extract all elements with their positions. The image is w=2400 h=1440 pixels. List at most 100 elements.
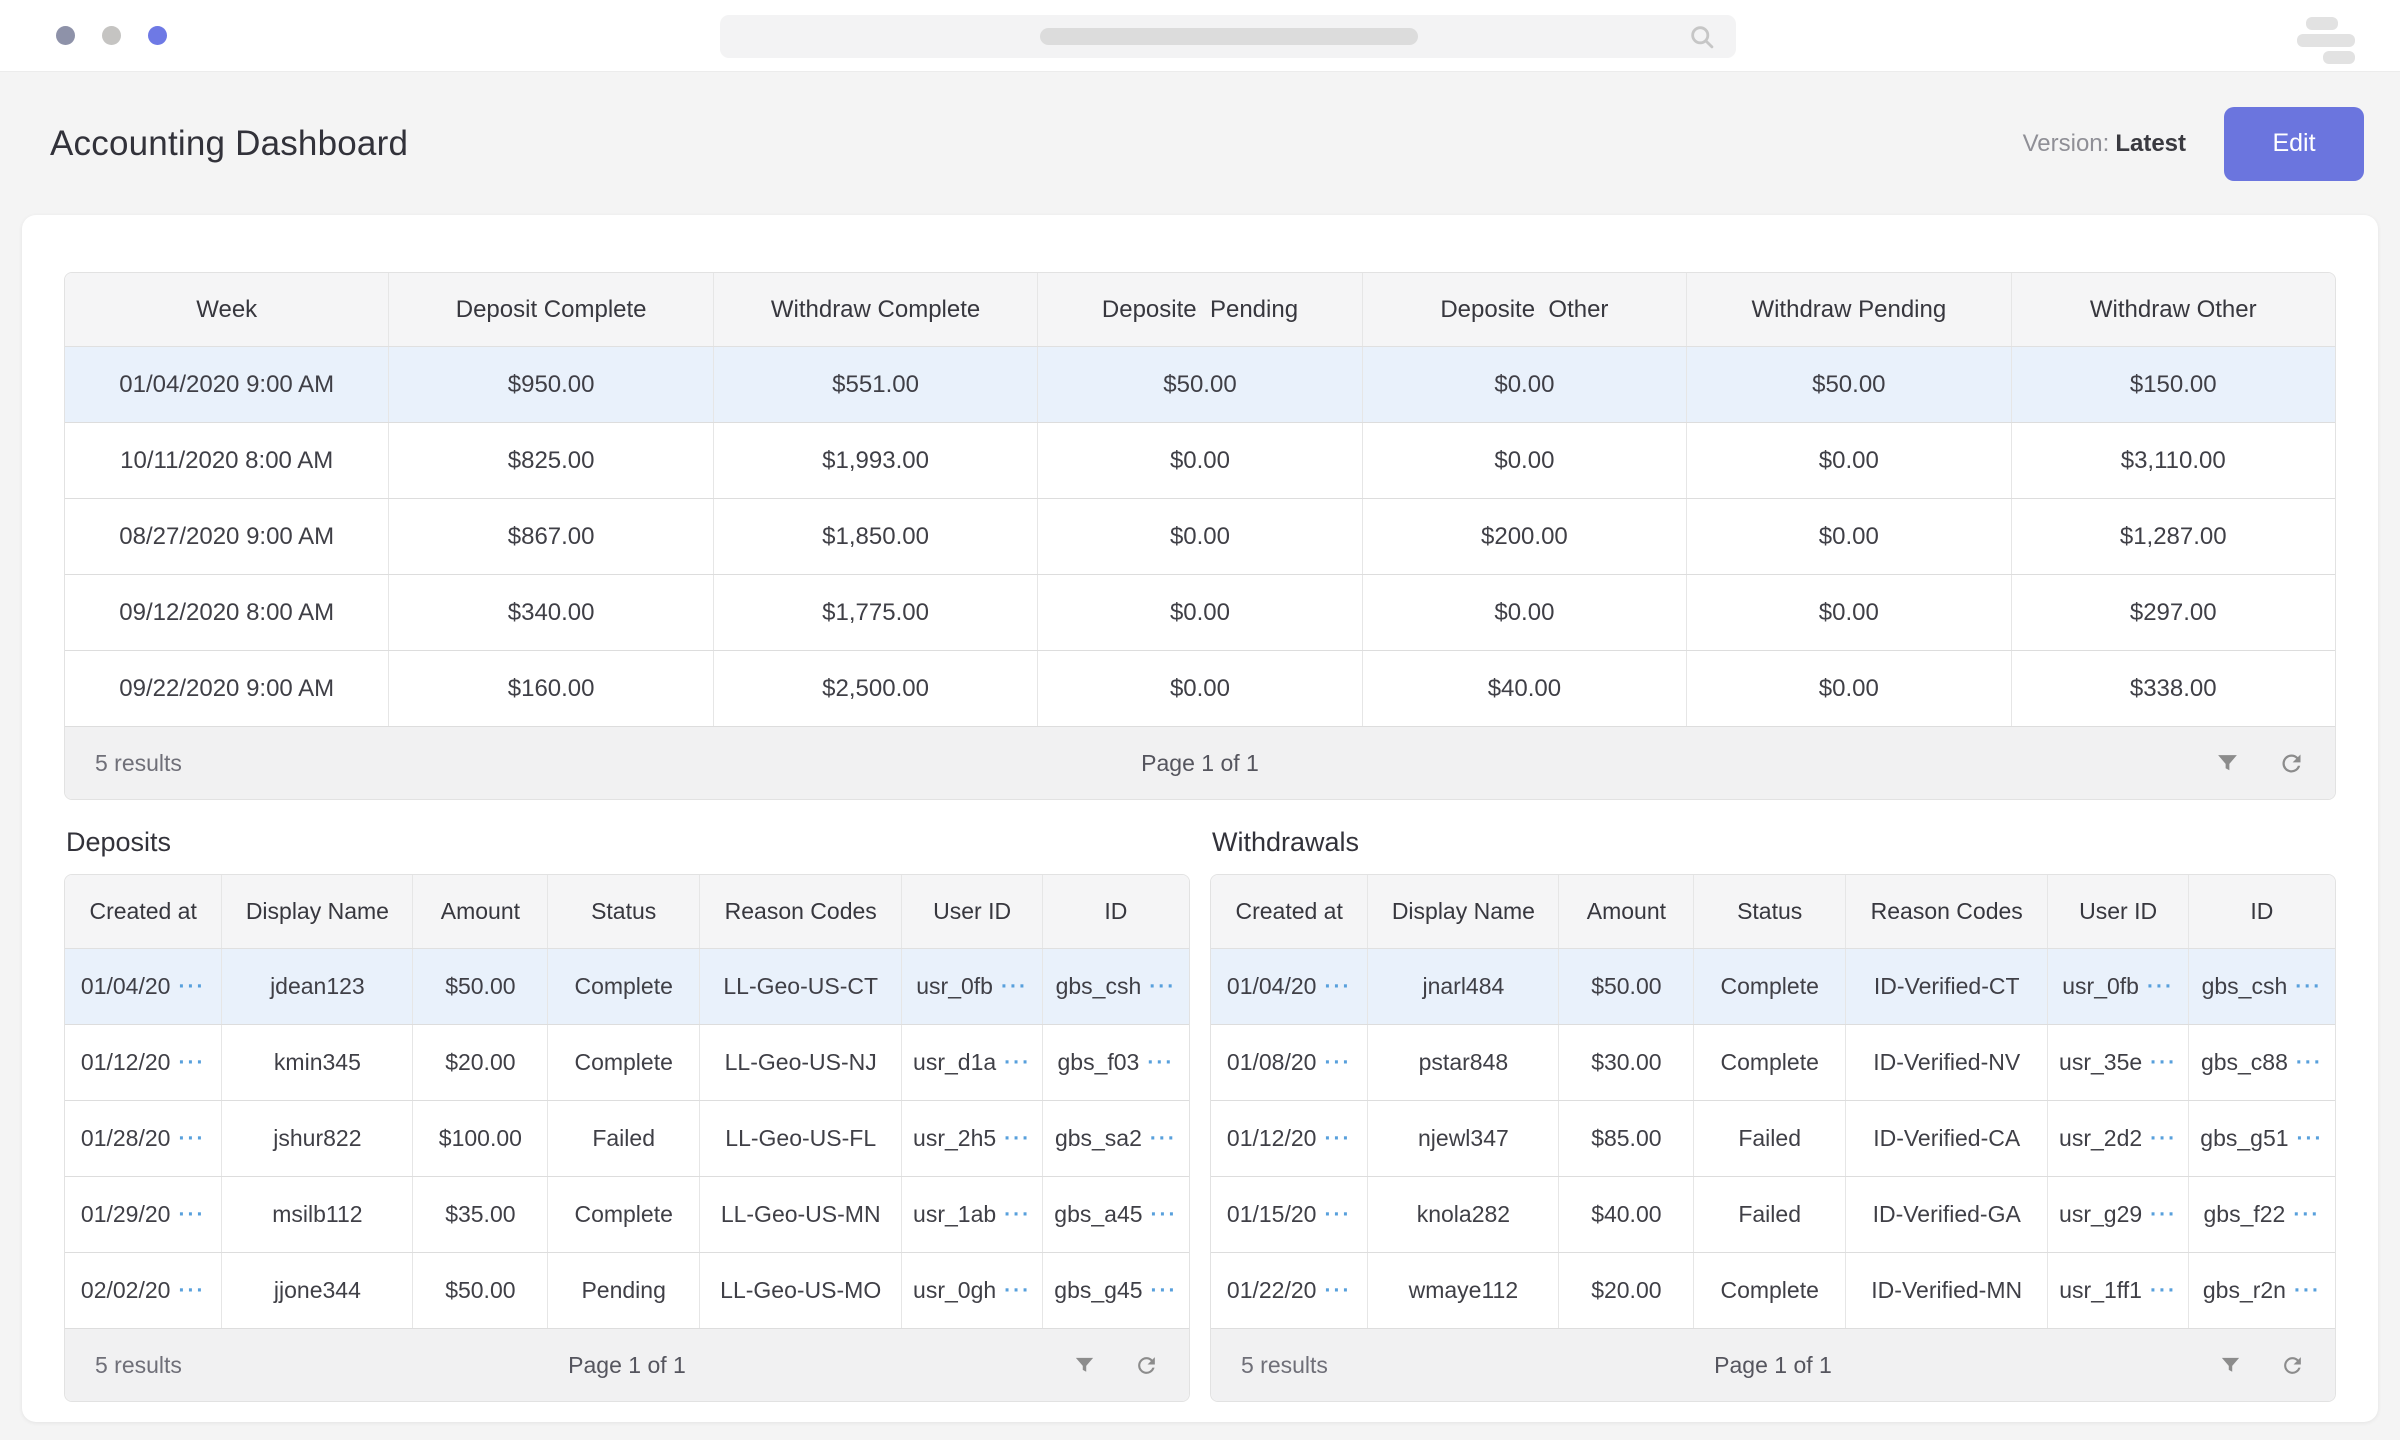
cell-text: gbs_f03 [1057, 1049, 1140, 1075]
table-cell: $867.00 [389, 499, 714, 574]
column-header: Status [1694, 875, 1847, 948]
table-cell: gbs_sa2 ··· [1043, 1101, 1189, 1176]
table-cell: $0.00 [1687, 499, 2012, 574]
results-count: 5 results [95, 1351, 182, 1378]
withdrawals-section-title: Withdrawals [1212, 827, 1360, 857]
table-cell: gbs_g45 ··· [1043, 1253, 1189, 1328]
table-cell: gbs_csh ··· [1043, 949, 1189, 1024]
search-input[interactable] [720, 15, 1736, 58]
table-cell: 02/02/20 ··· [65, 1253, 223, 1328]
table-row[interactable]: 01/29/20 ··· msilb112 $35.00 Complete LL-Geo-… [65, 1177, 1189, 1253]
table-row[interactable]: 09/12/2020 8:00 AM $340.00 $1,775.00 $0.00 $… [65, 575, 2335, 651]
table-row[interactable]: 01/04/2020 9:00 AM $950.00 $551.00 $50.00 $0… [65, 347, 2335, 423]
table-row[interactable]: 01/04/20 ··· jdean123 $50.00 Complete LL-Geo-… [65, 949, 1189, 1025]
table-cell: $340.00 [389, 575, 714, 650]
table-cell: 10/11/2020 8:00 AM [65, 423, 390, 498]
table-cell: $0.00 [1687, 651, 2012, 726]
cell-text: gbs_g45 [1054, 1277, 1143, 1303]
table-row[interactable]: 01/08/20 ··· pstar848 $30.00 Complete ID-Veri… [1211, 1025, 2335, 1101]
truncation-ellipsis-icon: ··· [1004, 1126, 1032, 1150]
window-dot-icon[interactable] [102, 26, 121, 45]
truncation-ellipsis-icon: ··· [2296, 1126, 2324, 1150]
table-cell: usr_1ff1 ··· [2048, 1253, 2189, 1328]
cell-text: usr_0fb [2062, 973, 2139, 999]
table-cell: wmaye112 [1368, 1253, 1560, 1328]
table-row[interactable]: 09/22/2020 9:00 AM $160.00 $2,500.00 $0.00 $… [65, 651, 2335, 727]
window-dot-icon[interactable] [148, 26, 167, 45]
refresh-icon[interactable] [2280, 1353, 2305, 1378]
table-cell: gbs_a45 ··· [1043, 1177, 1189, 1252]
filter-icon[interactable] [2219, 1354, 2242, 1377]
table-cell: gbs_r2n ··· [2189, 1253, 2335, 1328]
overflow-menu-icon[interactable] [2297, 17, 2355, 68]
table-cell: usr_2h5 ··· [902, 1101, 1043, 1176]
cell-text: gbs_sa2 [1054, 1125, 1142, 1151]
table-cell: 09/22/2020 9:00 AM [65, 651, 390, 726]
truncation-ellipsis-icon: ··· [2146, 974, 2174, 998]
truncation-ellipsis-icon: ··· [1324, 1126, 1352, 1150]
table-cell: gbs_csh ··· [2189, 949, 2335, 1024]
table-cell: Complete [1694, 949, 1847, 1024]
cell-text: gbs_csh [2201, 973, 2288, 999]
table-cell: $1,775.00 [714, 575, 1039, 650]
refresh-icon[interactable] [1134, 1353, 1159, 1378]
table-cell: gbs_f03 ··· [1043, 1025, 1189, 1100]
filter-icon[interactable] [1073, 1354, 1096, 1377]
truncation-ellipsis-icon: ··· [178, 1126, 206, 1150]
cell-text: usr_35e [2059, 1049, 2143, 1075]
table-row[interactable]: 01/12/20 ··· kmin345 $20.00 Complete LL-Geo-U… [65, 1025, 1189, 1101]
cell-text: 01/15/20 [1226, 1201, 1317, 1227]
truncation-ellipsis-icon: ··· [1324, 1278, 1352, 1302]
table-cell: $50.00 [1559, 949, 1695, 1024]
column-header: Created at [1211, 875, 1369, 948]
cell-text: usr_2d2 [2059, 1125, 2143, 1151]
table-header-row: Created at Display Name Amount Status Reason… [65, 875, 1189, 949]
table-cell: Failed [548, 1101, 701, 1176]
version-label: Version: [2022, 129, 2110, 157]
table-cell: ID-Verified-GA [1846, 1177, 2049, 1252]
table-cell: Complete [548, 1025, 701, 1100]
table-footer: 5 results Page 1 of 1 [65, 1329, 1189, 1401]
table-cell: jshur822 [222, 1101, 414, 1176]
column-header: Reason Codes [700, 875, 903, 948]
dashboard-card: Week Deposit Complete Withdraw Complete Dep… [22, 215, 2378, 1422]
truncation-ellipsis-icon: ··· [1004, 1050, 1032, 1074]
truncation-ellipsis-icon: ··· [1150, 1278, 1178, 1302]
truncation-ellipsis-icon: ··· [178, 974, 206, 998]
table-cell: 01/12/20 ··· [65, 1025, 223, 1100]
cell-text: gbs_csh [1055, 973, 1142, 999]
cell-text: 01/04/20 [80, 973, 171, 999]
table-cell: $1,850.00 [714, 499, 1039, 574]
cell-text: 02/02/20 [80, 1277, 171, 1303]
cell-text: usr_0fb [916, 973, 993, 999]
table-row[interactable]: 02/02/20 ··· jjone344 $50.00 Pending LL-Geo-U… [65, 1253, 1189, 1329]
table-cell: $20.00 [1559, 1253, 1695, 1328]
filter-icon[interactable] [2215, 751, 2240, 776]
truncation-ellipsis-icon: ··· [2295, 1050, 2323, 1074]
edit-button[interactable]: Edit [2224, 106, 2364, 181]
truncation-ellipsis-icon: ··· [1324, 1050, 1352, 1074]
table-cell: 01/22/20 ··· [1211, 1253, 1369, 1328]
table-row[interactable]: 08/27/2020 9:00 AM $867.00 $1,850.00 $0.00 $… [65, 499, 2335, 575]
table-row[interactable]: 01/15/20 ··· knola282 $40.00 Failed ID-Verifi… [1211, 1177, 2335, 1253]
table-row[interactable]: 01/12/20 ··· njewl347 $85.00 Failed ID-Verifi… [1211, 1101, 2335, 1177]
table-row[interactable]: 01/28/20 ··· jshur822 $100.00 Failed LL-Geo-U… [65, 1101, 1189, 1177]
column-header: Created at [65, 875, 223, 948]
table-cell: msilb112 [222, 1177, 414, 1252]
table-cell: Failed [1694, 1101, 1847, 1176]
truncation-ellipsis-icon: ··· [2150, 1202, 2178, 1226]
table-cell: $2,500.00 [714, 651, 1039, 726]
cell-text: gbs_f22 [2203, 1201, 2286, 1227]
table-row[interactable]: 01/04/20 ··· jnarl484 $50.00 Complete ID-Veri… [1211, 949, 2335, 1025]
table-cell: $1,993.00 [714, 423, 1039, 498]
column-header: Withdraw Pending [1687, 273, 2012, 346]
table-cell: $50.00 [413, 1253, 549, 1328]
window-dot-icon[interactable] [56, 26, 75, 45]
refresh-icon[interactable] [2278, 750, 2305, 777]
table-cell: $20.00 [413, 1025, 549, 1100]
search-icon[interactable] [1688, 23, 1716, 56]
table-row[interactable]: 01/22/20 ··· wmaye112 $20.00 Complete ID-Veri… [1211, 1253, 2335, 1329]
deposits-table: Created at Display Name Amount Status Reason… [64, 874, 1190, 1402]
cell-text: gbs_a45 [1054, 1201, 1143, 1227]
table-row[interactable]: 10/11/2020 8:00 AM $825.00 $1,993.00 $0.00 $… [65, 423, 2335, 499]
